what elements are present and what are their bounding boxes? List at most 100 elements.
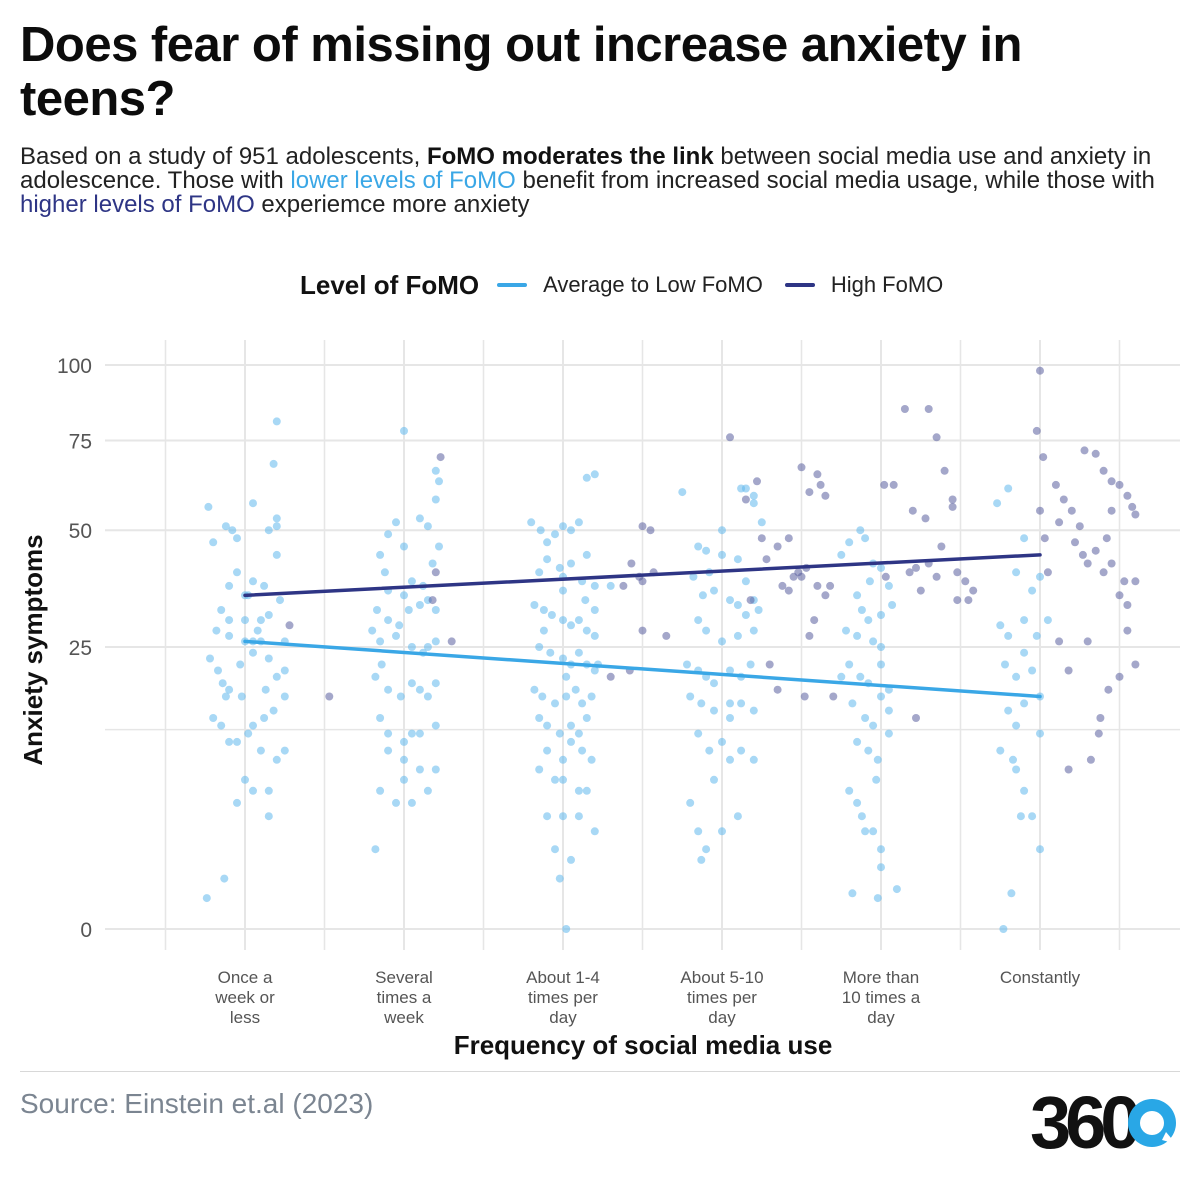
y-tick-label: 25 (69, 637, 92, 660)
data-point-high-fomo (940, 466, 949, 475)
data-point-low-fomo (220, 874, 229, 883)
data-point-high-fomo (757, 534, 766, 543)
data-point-low-fomo (225, 631, 234, 640)
data-point-low-fomo (543, 538, 552, 547)
data-point-low-fomo (733, 601, 742, 609)
data-point-high-fomo (627, 559, 636, 568)
data-point-low-fomo (559, 522, 567, 531)
data-point-low-fomo (228, 526, 237, 535)
data-point-high-fomo (1067, 506, 1076, 515)
data-point-high-fomo (905, 568, 914, 577)
x-tick-label: times per (687, 988, 757, 1007)
data-point-high-fomo (1107, 477, 1116, 486)
data-point-low-fomo (686, 798, 695, 807)
data-point-low-fomo (423, 786, 432, 795)
data-point-low-fomo (733, 555, 742, 564)
data-point-high-fomo (1040, 534, 1049, 543)
data-point-low-fomo (590, 666, 599, 675)
data-point-high-fomo (1107, 559, 1116, 568)
data-point-high-fomo (1131, 577, 1140, 586)
data-point-high-fomo (912, 563, 920, 572)
data-point-low-fomo (221, 522, 230, 531)
data-point-low-fomo (384, 685, 393, 694)
x-tick-label: day (867, 1008, 895, 1027)
data-point-low-fomo (578, 746, 587, 755)
legend-item-low: Average to Low FoMO (497, 272, 763, 298)
data-point-low-fomo (749, 626, 758, 635)
data-point-low-fomo (864, 616, 873, 625)
data-point-low-fomo (400, 426, 408, 435)
data-point-low-fomo (214, 666, 222, 675)
x-tick-label: times a (377, 988, 432, 1007)
data-point-high-fomo (1102, 534, 1111, 543)
data-point-low-fomo (384, 530, 393, 539)
data-point-low-fomo (202, 894, 211, 903)
data-point-low-fomo (253, 626, 262, 635)
data-point-high-fomo (1032, 426, 1041, 435)
data-point-low-fomo (543, 812, 552, 821)
data-point-high-fomo (916, 586, 925, 595)
data-point-low-fomo (225, 685, 234, 694)
data-point-low-fomo (1043, 616, 1052, 625)
data-point-high-fomo (1123, 491, 1132, 500)
subtitle-low-fomo: lower levels of FoMO (290, 167, 516, 194)
legend-title: Level of FoMO (300, 269, 480, 300)
data-point-low-fomo (264, 654, 273, 663)
data-point-high-fomo (753, 477, 761, 486)
data-point-high-fomo (800, 692, 809, 701)
data-point-low-fomo (749, 755, 758, 764)
data-point-high-fomo (1083, 637, 1092, 646)
data-point-low-fomo (269, 706, 278, 715)
data-point-low-fomo (845, 660, 854, 669)
data-point-low-fomo (582, 550, 591, 559)
data-point-low-fomo (428, 559, 437, 568)
data-point-low-fomo (694, 542, 703, 551)
data-point-low-fomo (241, 775, 249, 784)
data-point-high-fomo (1064, 765, 1073, 774)
data-point-high-fomo (1104, 685, 1113, 694)
data-point-low-fomo (538, 692, 547, 701)
refresh-circle-icon (1128, 1099, 1176, 1147)
data-point-high-fomo (924, 405, 933, 413)
data-point-high-fomo (431, 568, 440, 577)
data-point-low-fomo (888, 601, 897, 609)
data-point-low-fomo (1020, 648, 1029, 657)
data-point-high-fomo (953, 568, 962, 577)
legend-label-high: High FoMO (830, 272, 944, 297)
data-point-high-fomo (1115, 480, 1124, 489)
data-point-low-fomo (547, 611, 556, 619)
data-point-low-fomo (749, 706, 758, 715)
data-point-low-fomo (571, 685, 580, 694)
data-point-low-fomo (733, 631, 742, 640)
data-point-low-fomo (543, 746, 552, 755)
data-point-low-fomo (276, 596, 284, 605)
data-point-low-fomo (710, 586, 718, 595)
data-point-low-fomo (737, 484, 746, 493)
data-point-low-fomo (737, 746, 746, 755)
data-point-low-fomo (415, 685, 424, 694)
data-point-low-fomo (698, 591, 707, 600)
x-tick-label: week or (214, 988, 275, 1007)
data-point-low-fomo (530, 601, 539, 609)
data-point-low-fomo (686, 692, 695, 701)
points-high-fomo (285, 366, 1140, 774)
data-point-high-fomo (964, 596, 973, 605)
data-point-low-fomo (590, 631, 599, 640)
data-point-high-fomo (932, 572, 941, 581)
data-point-high-fomo (821, 591, 830, 600)
data-point-high-fomo (1059, 495, 1068, 504)
data-point-low-fomo (400, 542, 408, 551)
data-point-low-fomo (746, 660, 755, 669)
data-point-low-fomo (582, 786, 591, 795)
y-tick-label: 100 (57, 355, 92, 378)
data-point-low-fomo (221, 692, 230, 701)
data-point-low-fomo (582, 626, 591, 635)
data-point-low-fomo (1032, 631, 1041, 640)
data-point-low-fomo (543, 721, 552, 730)
data-point-low-fomo (423, 522, 432, 531)
data-point-low-fomo (1028, 812, 1037, 821)
data-point-low-fomo (853, 798, 862, 807)
data-point-low-fomo (1036, 845, 1044, 854)
data-point-low-fomo (527, 518, 536, 527)
